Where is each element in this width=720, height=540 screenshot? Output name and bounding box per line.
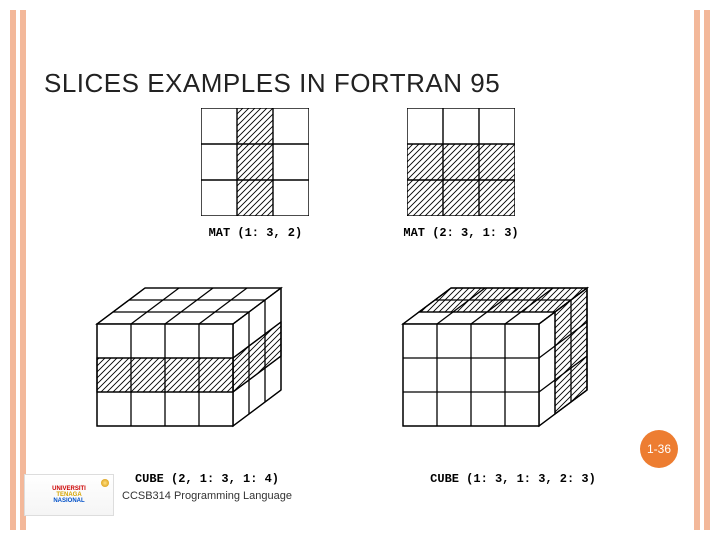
- cube-b-label: CUBE (1: 3, 1: 3, 2: 3): [430, 472, 596, 486]
- cube-b-svg: [383, 280, 643, 460]
- cube-a-svg: [77, 280, 337, 460]
- mat-a-svg: [201, 108, 309, 216]
- logo-line-3: NASIONAL: [53, 498, 84, 504]
- figure-cube-a: CUBE (2, 1: 3, 1: 4): [77, 280, 337, 486]
- figure-mat-a: MAT (1: 3, 2): [201, 108, 309, 240]
- figure-mat-b: MAT (2: 3, 1: 3): [403, 108, 518, 240]
- mat-b-label: MAT (2: 3, 1: 3): [403, 226, 518, 240]
- university-logo: UNIVERSITI TENAGA NASIONAL: [24, 474, 114, 516]
- slide-title: SLICES EXAMPLES IN FORTRAN 95: [44, 68, 500, 99]
- cube-a-label: CUBE (2, 1: 3, 1: 4): [135, 472, 279, 486]
- page-number-badge: 1-36: [640, 430, 678, 468]
- mat-a-label: MAT (1: 3, 2): [209, 226, 303, 240]
- page-number-text: 1-36: [647, 442, 671, 456]
- figure-row-1: MAT (1: 3, 2) MAT (2: 3,: [10, 108, 710, 240]
- figure-cube-b: CUBE (1: 3, 1: 3, 2: 3): [383, 280, 643, 486]
- logo-crest-icon: [101, 479, 109, 487]
- footer-course: CCSB314 Programming Language: [122, 490, 292, 502]
- figure-row-2: CUBE (2, 1: 3, 1: 4): [10, 280, 710, 486]
- mat-b-svg: [407, 108, 515, 216]
